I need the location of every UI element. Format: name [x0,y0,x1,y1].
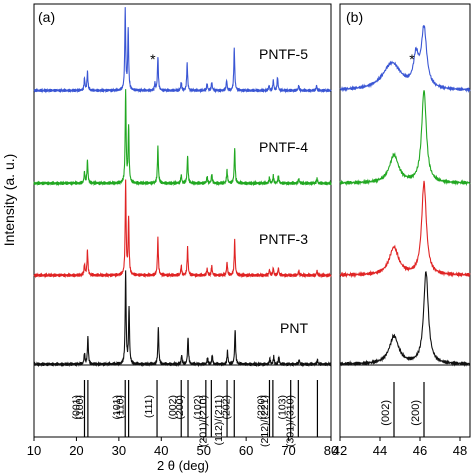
x-tick-label: 20 [69,443,83,458]
series-line-pntf-4 [339,90,471,187]
x-tick-label: 30 [112,443,126,458]
hkl-label: (200) [410,400,422,426]
series-label-pntf-4: PNTF-4 [259,139,308,155]
hkl-label: (112)/(211) [213,395,225,445]
impurity-annotation: * [150,51,156,67]
series-label-pntf-3: PNTF-3 [259,231,308,247]
hkl-label: (110) [115,395,127,419]
panel-b-reference-frame [339,364,471,438]
panel-a-label: (a) [38,9,55,25]
hkl-label: (111) [143,395,155,418]
hkl-label: (301)/(310) [284,395,296,447]
hkl-label: (103) [277,395,289,420]
x-tick-label: 60 [239,443,253,458]
panel-b-plot: * (002) (200) 42 44 46 48 [333,24,471,458]
hkl-label: (101) [111,395,123,420]
x-axis-label: 2 θ (deg) [157,458,209,473]
series-line-pnt [339,271,471,368]
panel-b-frame [339,3,471,366]
hkl-label: (002) [167,395,179,420]
hkl-label: (102) [192,395,204,420]
series-line-pntf-5 [339,24,471,93]
series-label-pnt: PNT [280,320,308,336]
series-line-pnt [33,270,332,368]
hkl-label: (220) [255,395,267,420]
panel-a-reference-frame [33,364,332,438]
hkl-label: (200) [174,395,186,420]
x-tick-label: 80 [324,443,338,458]
x-tick-label: 44 [373,443,387,458]
y-axis-label: Intensity (a. u.) [1,154,17,247]
x-tick-label: 42 [333,443,347,458]
series-line-pntf-3 [339,180,471,279]
hkl-label: (202) [220,395,232,420]
x-tick-label: 46 [413,443,427,458]
hkl-label: (212)/(221) [259,395,271,447]
series-line-pntf-3 [33,179,332,279]
x-tick-label: 50 [196,443,210,458]
x-tick-label: 70 [281,443,295,458]
hkl-label: (001) [70,395,82,420]
series-line-pntf-4 [33,89,332,187]
series-line-pntf-5 [33,7,332,94]
x-tick-label: 48 [453,443,467,458]
x-tick-label: 40 [154,443,168,458]
hkl-label: (201)/(210) [197,395,209,447]
panel-b-label: (b) [346,9,363,25]
hkl-label: (002) [380,400,392,426]
series-label-pntf-5: PNTF-5 [259,46,308,62]
x-tick-label: 10 [27,443,41,458]
hkl-label: (100) [74,395,86,420]
impurity-annotation: * [409,51,415,67]
